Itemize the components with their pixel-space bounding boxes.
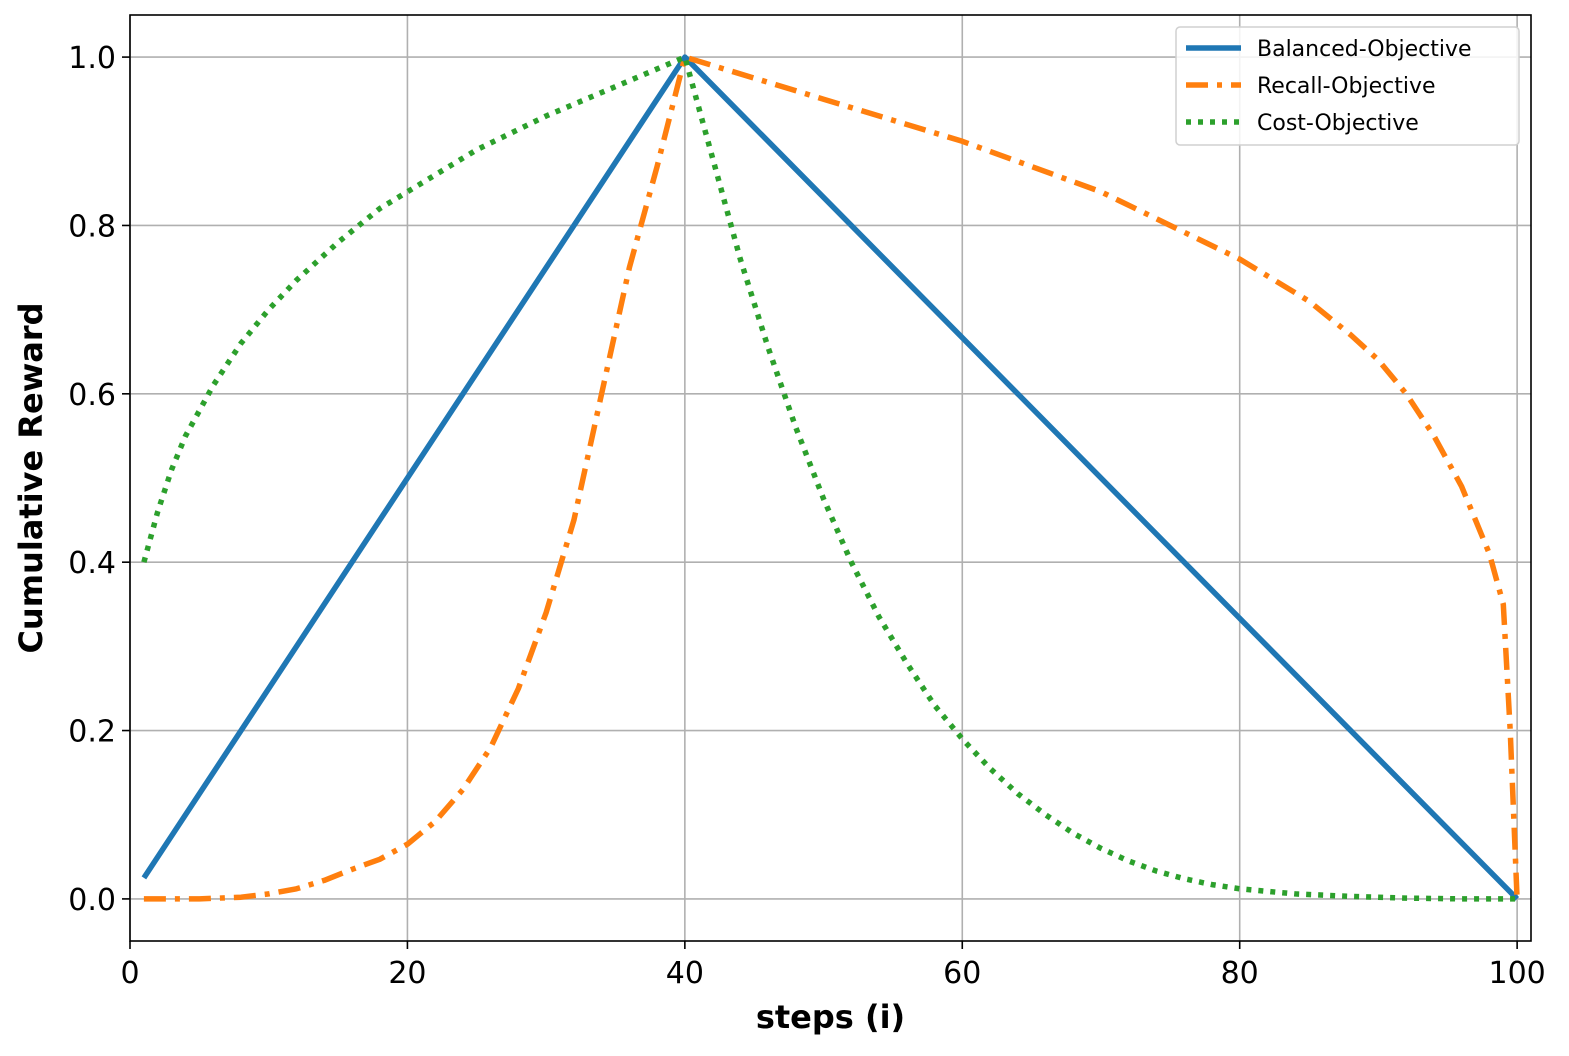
y-axis-title: Cumulative Reward <box>12 302 50 653</box>
grid <box>129 15 1531 941</box>
y-tick-label: 1.0 <box>68 41 116 76</box>
x-tick-label: 20 <box>388 956 426 991</box>
legend-box <box>1175 26 1520 146</box>
axis-ticks: 0 20 40 60 80 100 0.0 0.2 0.4 0.6 0.8 1.0 <box>68 41 1545 991</box>
series-line-cost-objective <box>141 54 1518 902</box>
y-tick-label: 0.4 <box>68 546 116 581</box>
x-tick-label: 80 <box>1221 956 1259 991</box>
series-line-recall-objective <box>143 54 1520 902</box>
legend-label: Recall-Objective <box>1257 74 1436 99</box>
y-tick-label: 0.2 <box>68 715 116 750</box>
y-tick-label: 0.0 <box>68 883 116 918</box>
x-tick-label: 0 <box>120 956 139 991</box>
y-tick-label: 0.6 <box>68 378 116 413</box>
x-tick-label: 40 <box>666 956 704 991</box>
plot-frame <box>129 14 1532 942</box>
legend-label: Cost-Objective <box>1257 111 1419 136</box>
y-tick-label: 0.8 <box>68 209 116 244</box>
legend: Balanced-Objective Recall-Objective Cost-O… <box>1175 26 1520 146</box>
x-axis-title: steps (i) <box>756 998 905 1036</box>
x-tick-label: 60 <box>943 956 981 991</box>
legend-label: Balanced-Objective <box>1257 37 1472 62</box>
series-lines <box>141 54 1520 902</box>
x-tick-label: 100 <box>1488 956 1545 991</box>
series-line-balanced-objective <box>141 54 1520 901</box>
